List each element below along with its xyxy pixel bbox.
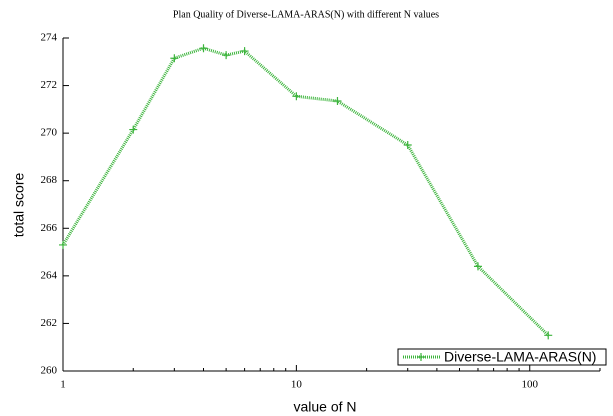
point bbox=[333, 97, 342, 106]
x-axis-label: value of N bbox=[293, 399, 356, 415]
y-axis-label: total score bbox=[11, 172, 27, 237]
point bbox=[544, 331, 553, 340]
point bbox=[170, 54, 179, 63]
y-tick-label: 260 bbox=[41, 365, 58, 377]
legend-box bbox=[397, 348, 607, 366]
chart-title: Plan Quality of Diverse-LAMA-ARAS(N) wit… bbox=[173, 9, 439, 20]
x-tick-label: 1 bbox=[60, 379, 66, 391]
x-tick-label: 10 bbox=[291, 379, 303, 391]
y-tick-label: 268 bbox=[41, 174, 58, 186]
point bbox=[199, 44, 208, 53]
point bbox=[222, 51, 231, 60]
y-tick-label: 270 bbox=[41, 127, 58, 139]
point bbox=[292, 92, 301, 101]
y-tick-label: 272 bbox=[41, 79, 58, 91]
y-tick-label: 274 bbox=[41, 32, 58, 44]
point bbox=[129, 125, 138, 134]
point bbox=[403, 141, 412, 150]
point bbox=[240, 47, 249, 56]
y-tick-label: 262 bbox=[41, 317, 58, 329]
legend-label: Diverse-LAMA-ARAS(N) bbox=[444, 349, 596, 365]
legend-marker bbox=[417, 353, 425, 361]
series-line bbox=[61, 46, 550, 337]
y-tick-label: 266 bbox=[41, 222, 58, 234]
x-tick-label: 100 bbox=[521, 379, 538, 391]
y-tick-label: 264 bbox=[41, 269, 58, 281]
point bbox=[473, 262, 482, 271]
point bbox=[59, 240, 67, 249]
